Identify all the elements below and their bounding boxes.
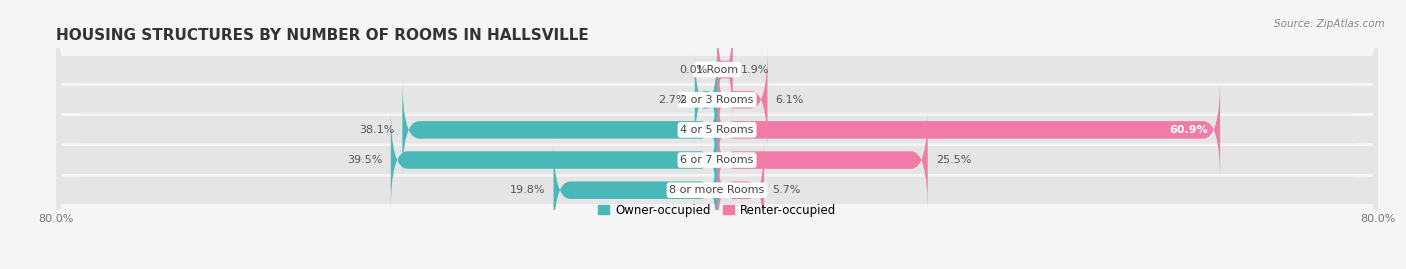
- Text: 38.1%: 38.1%: [359, 125, 394, 135]
- Text: 2 or 3 Rooms: 2 or 3 Rooms: [681, 95, 754, 105]
- FancyBboxPatch shape: [717, 139, 763, 242]
- Text: 1.9%: 1.9%: [741, 65, 769, 75]
- FancyBboxPatch shape: [391, 108, 717, 212]
- Text: 8 or more Rooms: 8 or more Rooms: [669, 185, 765, 195]
- Text: 6.1%: 6.1%: [776, 95, 804, 105]
- Text: 25.5%: 25.5%: [936, 155, 972, 165]
- Text: 1 Room: 1 Room: [696, 65, 738, 75]
- Legend: Owner-occupied, Renter-occupied: Owner-occupied, Renter-occupied: [598, 204, 837, 217]
- Text: Source: ZipAtlas.com: Source: ZipAtlas.com: [1274, 19, 1385, 29]
- Text: 19.8%: 19.8%: [510, 185, 546, 195]
- FancyBboxPatch shape: [56, 113, 1378, 267]
- FancyBboxPatch shape: [717, 48, 768, 151]
- Text: 2.7%: 2.7%: [658, 95, 686, 105]
- FancyBboxPatch shape: [56, 53, 1378, 207]
- Bar: [56, 56, 1378, 83]
- FancyBboxPatch shape: [717, 78, 1220, 182]
- Bar: [56, 116, 1378, 143]
- Text: 6 or 7 Rooms: 6 or 7 Rooms: [681, 155, 754, 165]
- Text: HOUSING STRUCTURES BY NUMBER OF ROOMS IN HALLSVILLE: HOUSING STRUCTURES BY NUMBER OF ROOMS IN…: [56, 28, 589, 43]
- Text: 0.0%: 0.0%: [679, 65, 707, 75]
- Text: 60.9%: 60.9%: [1168, 125, 1208, 135]
- Text: 39.5%: 39.5%: [347, 155, 382, 165]
- FancyBboxPatch shape: [695, 48, 717, 151]
- Bar: [56, 86, 1378, 113]
- FancyBboxPatch shape: [554, 139, 717, 242]
- Bar: [56, 177, 1378, 204]
- Text: 4 or 5 Rooms: 4 or 5 Rooms: [681, 125, 754, 135]
- FancyBboxPatch shape: [56, 23, 1378, 177]
- FancyBboxPatch shape: [402, 78, 717, 182]
- FancyBboxPatch shape: [56, 0, 1378, 146]
- FancyBboxPatch shape: [56, 83, 1378, 237]
- Bar: [56, 146, 1378, 174]
- FancyBboxPatch shape: [716, 18, 734, 121]
- FancyBboxPatch shape: [717, 108, 928, 212]
- Text: 5.7%: 5.7%: [772, 185, 801, 195]
